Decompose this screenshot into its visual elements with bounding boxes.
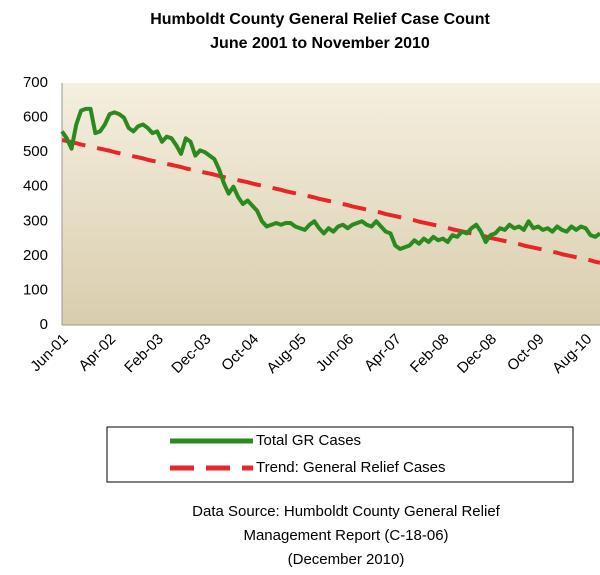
source-note: Data Source: Humboldt County General Rel… xyxy=(192,503,500,520)
x-tick-label: Oct-04 xyxy=(218,331,262,375)
x-tick-label: Apr-02 xyxy=(75,331,119,375)
x-tick-label: Aug-05 xyxy=(263,331,309,377)
x-tick-label: Jun-06 xyxy=(313,331,357,375)
x-tick-label: Dec-03 xyxy=(168,331,214,377)
y-tick-label: 0 xyxy=(40,316,48,333)
x-tick-label: Jun-01 xyxy=(27,331,71,375)
legend-label: Trend: General Relief Cases xyxy=(256,459,446,476)
y-tick-label: 100 xyxy=(23,281,48,298)
y-tick-label: 200 xyxy=(23,247,48,264)
y-tick-label: 300 xyxy=(23,212,48,229)
x-tick-label: Feb-03 xyxy=(121,331,167,377)
x-tick-label: Oct-09 xyxy=(504,331,548,375)
y-tick-label: 500 xyxy=(23,143,48,160)
x-tick-label: Aug-10 xyxy=(549,331,595,377)
chart-title: Humboldt County General Relief Case Coun… xyxy=(150,11,490,28)
series-line xyxy=(60,106,600,251)
source-note: (December 2010) xyxy=(288,551,405,568)
plot-area xyxy=(62,83,600,325)
y-tick-label: 400 xyxy=(23,178,48,195)
x-tick-label: Apr-07 xyxy=(361,331,405,375)
legend xyxy=(106,426,574,483)
legend-label: Total GR Cases xyxy=(256,432,361,449)
series-line xyxy=(61,138,600,265)
x-tick-label: Dec-08 xyxy=(454,331,500,377)
y-tick-label: 700 xyxy=(23,74,48,91)
chart-subtitle: June 2001 to November 2010 xyxy=(210,35,430,52)
y-tick-label: 600 xyxy=(23,109,48,126)
source-note: Management Report (C-18-06) xyxy=(243,527,448,544)
x-tick-label: Feb-08 xyxy=(407,331,453,377)
